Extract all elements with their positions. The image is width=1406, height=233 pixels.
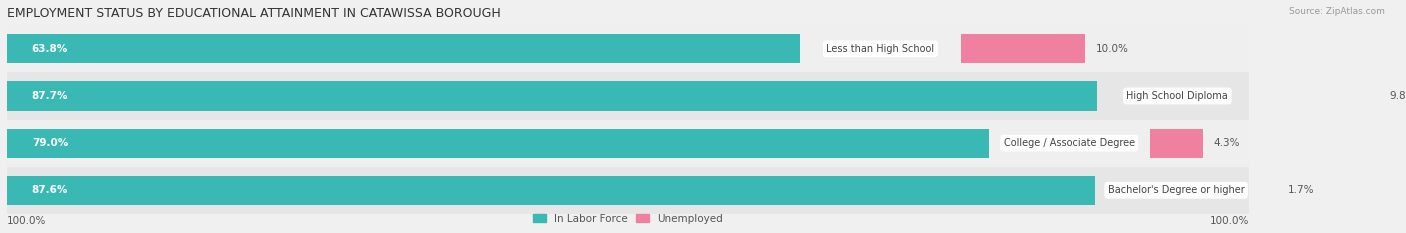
Bar — [7, 167, 1250, 214]
Text: 1.7%: 1.7% — [1288, 185, 1315, 195]
Text: 63.8%: 63.8% — [32, 44, 67, 54]
Bar — [7, 81, 1097, 111]
Bar — [7, 176, 1095, 205]
Bar — [1257, 176, 1278, 205]
Bar — [7, 129, 988, 158]
Bar — [7, 25, 1250, 72]
Text: High School Diploma: High School Diploma — [1126, 91, 1229, 101]
Bar — [962, 34, 1085, 63]
Bar — [1258, 81, 1379, 111]
Text: 10.0%: 10.0% — [1095, 44, 1128, 54]
Text: 4.3%: 4.3% — [1213, 138, 1240, 148]
Text: EMPLOYMENT STATUS BY EDUCATIONAL ATTAINMENT IN CATAWISSA BOROUGH: EMPLOYMENT STATUS BY EDUCATIONAL ATTAINM… — [7, 7, 501, 20]
Text: 79.0%: 79.0% — [32, 138, 67, 148]
Text: Bachelor's Degree or higher: Bachelor's Degree or higher — [1108, 185, 1244, 195]
Bar — [1150, 129, 1204, 158]
Text: 87.6%: 87.6% — [32, 185, 67, 195]
Text: Source: ZipAtlas.com: Source: ZipAtlas.com — [1289, 7, 1385, 16]
Bar — [7, 120, 1250, 167]
Legend: In Labor Force, Unemployed: In Labor Force, Unemployed — [533, 214, 723, 224]
Text: 100.0%: 100.0% — [1211, 216, 1250, 226]
Text: College / Associate Degree: College / Associate Degree — [1004, 138, 1135, 148]
Bar — [7, 72, 1250, 120]
Text: 100.0%: 100.0% — [7, 216, 46, 226]
Text: 87.7%: 87.7% — [32, 91, 69, 101]
Bar — [7, 34, 800, 63]
Text: 9.8%: 9.8% — [1389, 91, 1406, 101]
Text: Less than High School: Less than High School — [827, 44, 935, 54]
